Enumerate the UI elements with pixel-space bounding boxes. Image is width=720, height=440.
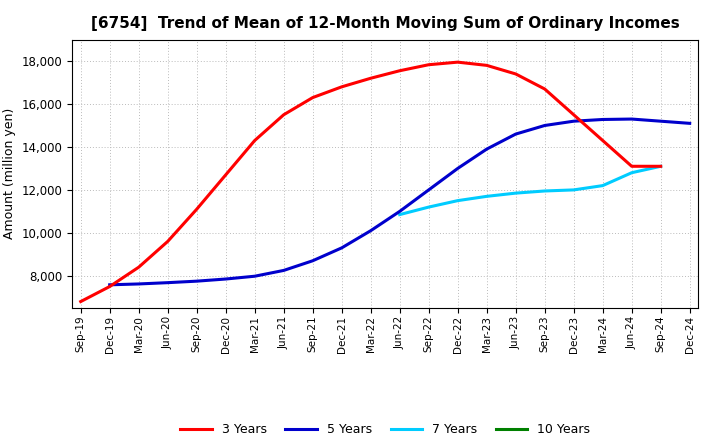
Y-axis label: Amount (million yen): Amount (million yen): [3, 108, 16, 239]
Title: [6754]  Trend of Mean of 12-Month Moving Sum of Ordinary Incomes: [6754] Trend of Mean of 12-Month Moving …: [91, 16, 680, 32]
Legend: 3 Years, 5 Years, 7 Years, 10 Years: 3 Years, 5 Years, 7 Years, 10 Years: [176, 418, 595, 440]
